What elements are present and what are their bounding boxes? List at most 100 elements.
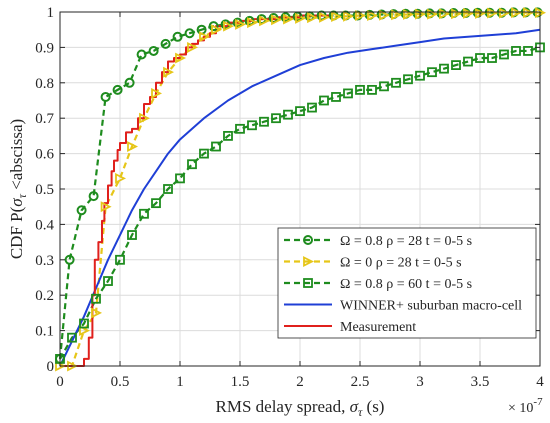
series-1-point [172,31,183,42]
series-3-point [91,293,101,304]
series-3-point [103,276,113,286]
series-2-point [139,112,151,124]
x-axis-exponent-base: × 10 [508,401,533,416]
series-line-3 [59,46,541,360]
series-2-point [499,7,511,19]
series-3-point [271,113,281,124]
series-3-point [199,148,209,159]
series-2-point [127,141,139,152]
y-axis-label-prefix: CDF P( [7,206,26,259]
series-3-point [151,198,161,209]
series-3-point [115,254,125,265]
series-2-point [271,14,283,26]
series-1-point [76,205,87,216]
series-2-point [175,52,187,64]
x-tick-label: 0.5 [111,374,130,390]
legend-label-2: Ω = 0 ρ = 28 t = 0-5 s [340,256,462,271]
series-2-point [151,87,163,99]
series-2-point [115,172,127,184]
legend-marker-2 [303,256,315,267]
series-2-point [523,7,535,19]
x-axis-exponent: × 10-7 [508,396,543,416]
series-1-point [124,77,135,88]
series-3-point [523,46,533,56]
x-tick-label: 2.5 [351,374,370,390]
legend-label-5: Measurement [340,320,416,335]
y-axis-label-symbol: σ [7,198,26,207]
series-3-point [247,120,257,131]
legend-marker-3 [303,278,313,288]
series-3-point [67,332,77,343]
x-tick-label: 0 [56,374,64,390]
series-2-point [100,201,112,213]
series-3-point [451,60,461,70]
series-2-point [343,10,355,22]
legend-label-1: Ω = 0.8 ρ = 28 t = 0-5 s [340,234,472,249]
y-tick-label: 0.8 [35,76,54,92]
y-tick-label: 0.7 [35,111,54,127]
series-3-point [487,53,497,63]
series-line-4 [59,28,541,367]
series-2-point [307,12,319,24]
series-3-point [235,123,245,134]
x-axis-label-main: RMS delay spread, [216,397,350,416]
series-2-point [223,20,235,32]
series-3-point [463,56,473,67]
series-2-point [511,7,523,19]
y-tick-label: 0.9 [35,40,54,56]
series-3-point [175,173,185,184]
series-2-point [331,11,343,23]
legend: Ω = 0.8 ρ = 28 t = 0-5 s Ω = 0 ρ = 28 t =… [277,227,537,339]
series-2-point [211,24,223,36]
series-2-point [487,7,499,19]
series-3-point [475,53,485,63]
series-3-point [331,92,341,102]
series-3-point [367,84,377,95]
series-3-point [79,318,89,329]
series-3-point [163,184,173,194]
series-3-point [439,63,449,74]
series-markers [55,7,547,372]
x-tick-label: 2 [296,374,304,390]
y-tick-label: 0 [47,359,55,375]
x-axis-label-symbol: σ [350,397,359,416]
series-1-point [208,21,219,32]
series-1-point [64,254,75,265]
series-2-point [187,41,199,53]
series-3-point [379,81,389,92]
series-3-point [307,102,317,113]
series-2-point [163,66,175,78]
x-tick-label: 4 [536,374,544,390]
series-3-point [391,77,401,88]
series-2-point [367,10,379,21]
series-2-point [199,31,211,43]
x-tick-label: 1.5 [231,374,250,390]
series-1-point [136,49,147,60]
series-2-point [463,7,475,19]
series-1-point [148,45,159,56]
series-3-point [403,74,413,85]
series-3-point [295,106,305,117]
x-axis-label-subscript: τ [358,405,363,419]
series-2-point [319,11,331,23]
legend-label-4: WINNER+ suburban macro-cell [340,299,522,314]
series-2-point [391,9,403,21]
y-axis-label-subscript: τ [15,193,29,198]
y-axis-label-suffix: <abscissa) [7,119,26,194]
series-3-point [343,88,353,99]
axis-ticks: 0 0.5 1 1.5 2 2.5 3 3.5 4 0 0.1 0.2 0.3 0.4 0.5 0.6 0.7 0… [35,5,544,390]
x-axis-label-unit: (s) [362,397,384,416]
y-tick-label: 0.1 [35,324,54,340]
y-tick-label: 0.5 [35,182,54,198]
x-axis-exponent-power: -7 [533,396,543,408]
series-2-point [259,15,271,27]
series-2-point [247,17,259,29]
series-1-point [160,38,171,49]
y-tick-label: 0.2 [35,288,54,304]
x-tick-label: 3 [416,374,424,390]
y-tick-label: 0.4 [35,217,54,233]
series-3-point [319,95,329,106]
x-tick-label: 3.5 [471,374,490,390]
series-3-point [283,109,293,120]
